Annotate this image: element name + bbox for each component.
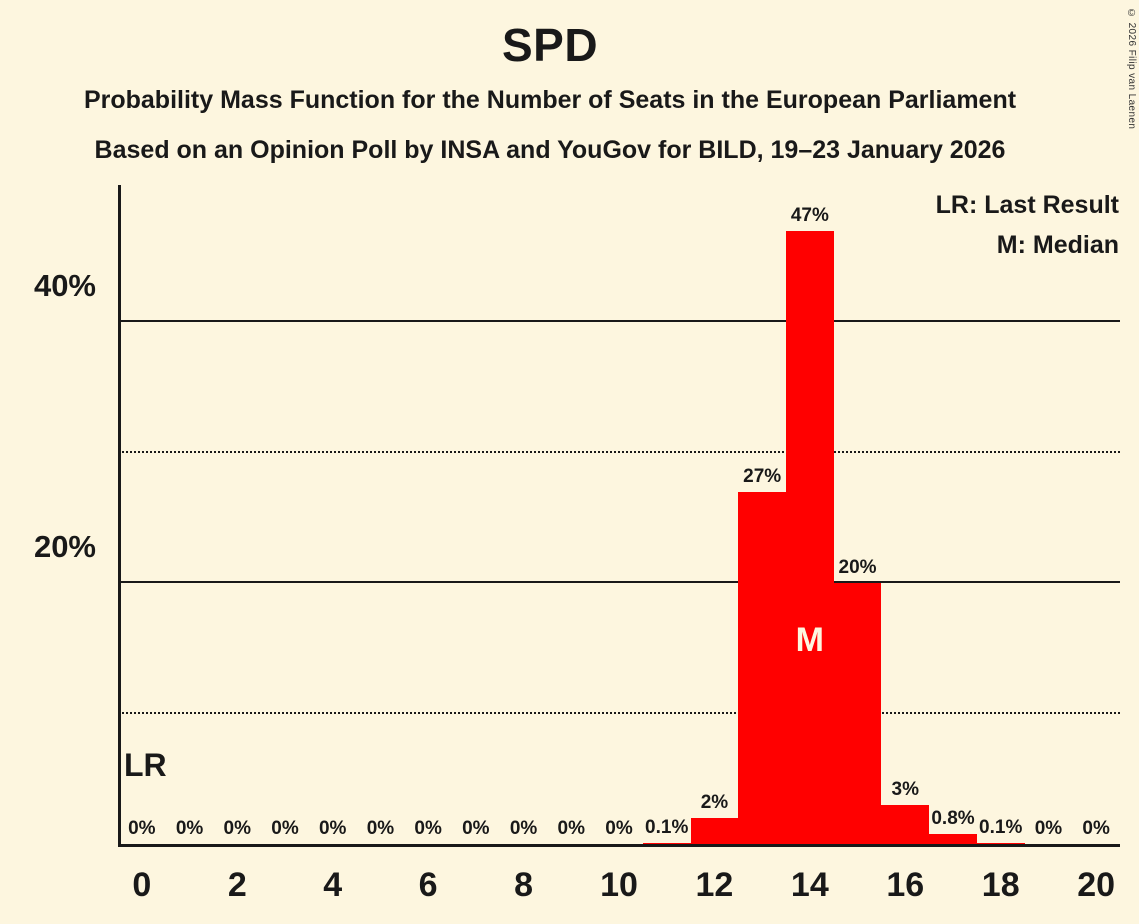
bar-value-label: 3%: [891, 778, 920, 800]
page-title: SPD: [501, 19, 599, 71]
gridline-10: [118, 711, 1120, 714]
chart-subtitle-primary: Probability Mass Function for the Number…: [83, 86, 1017, 114]
x-axis-tick-label: 20: [1077, 866, 1116, 904]
chart-subtitle-secondary: Based on an Opinion Poll by INSA and You…: [94, 136, 1006, 164]
legend-item-median: M: Median: [996, 231, 1119, 259]
last-result-marker: LR: [124, 747, 167, 783]
x-axis-tick-label: 16: [886, 866, 925, 904]
bar-value-label: 0%: [1034, 818, 1063, 839]
bar: [738, 491, 786, 844]
bar-value-label: 0.8%: [931, 807, 975, 829]
y-axis-tick-label: 40%: [33, 268, 96, 304]
y-axis-tick-label: 20%: [33, 529, 96, 565]
x-axis-tick-label: 2: [227, 866, 247, 904]
bar-value-label: 0.1%: [979, 816, 1023, 838]
bar: [786, 230, 834, 844]
bar: [976, 842, 1025, 844]
plot-area: 20% 40% 0% 0% 0% 0% 0% 0% 0% 0% 0% 0% 0% 0.1% 2% 27% 47…: [34, 185, 1120, 847]
bar-value-label: 0%: [414, 818, 442, 839]
bar-value-label: 0%: [223, 818, 252, 839]
bar-value-label: 0%: [1082, 818, 1110, 839]
gridline-20: [118, 581, 1120, 584]
bar-value-label: 0%: [509, 818, 538, 839]
bar-value-label: 0%: [271, 818, 299, 839]
y-axis-line: [118, 185, 121, 847]
x-axis-tick-label: 12: [695, 866, 734, 904]
bar-value-label: 0%: [366, 818, 395, 839]
x-axis-tick-label: 18: [981, 866, 1020, 904]
bar: [642, 842, 691, 844]
bar: [929, 833, 977, 844]
gridline-30: [118, 450, 1120, 453]
x-axis-tick-label: 4: [323, 866, 343, 904]
bar-value-label: 47%: [790, 204, 829, 226]
bar: [833, 583, 882, 844]
copyright-notice: © 2026 Filip van Laenen: [1126, 8, 1137, 130]
bar-value-label: 0%: [318, 818, 347, 839]
x-axis-labels: 0 2 4 6 8 10 12 14 16 18 20: [118, 866, 1120, 916]
x-axis-tick-label: 0: [132, 866, 152, 904]
chart-legend: LR: Last Result M: Median: [936, 185, 1119, 265]
bar-value-label: 20%: [838, 557, 877, 579]
bar: [690, 817, 739, 844]
x-axis-tick-label: 14: [790, 866, 829, 904]
x-axis-tick-label: 8: [514, 866, 534, 904]
bar-value-label: 2%: [700, 791, 729, 813]
median-marker: M: [795, 621, 825, 660]
x-axis-tick-label: 10: [600, 866, 638, 904]
x-axis-tick-label: 6: [418, 866, 438, 904]
gridline-40: [118, 320, 1120, 323]
bar-value-label: 0%: [462, 818, 490, 839]
bar-value-label: 0%: [128, 818, 156, 839]
bar-value-label: 27%: [743, 465, 782, 487]
bar: [881, 804, 930, 844]
bar-value-label: 0.1%: [645, 816, 689, 838]
legend-item-last-result: LR: Last Result: [935, 191, 1119, 219]
bar-value-label: 0%: [175, 818, 204, 839]
x-axis-line: [118, 844, 1120, 847]
bar-value-label: 0%: [605, 818, 633, 839]
bar-value-label: 0%: [557, 818, 586, 839]
